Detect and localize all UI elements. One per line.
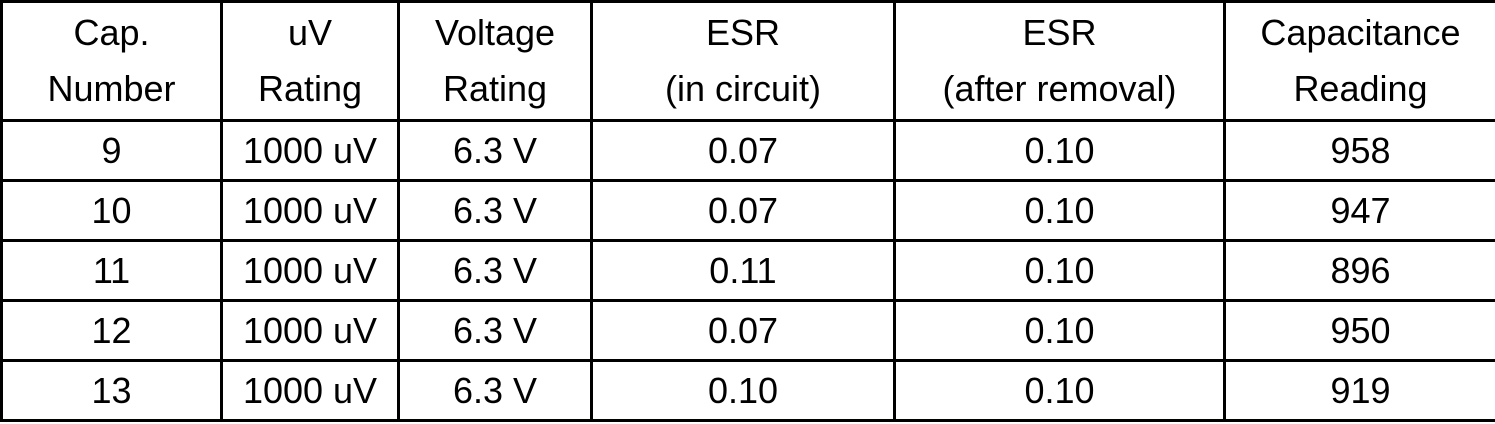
header-cell: Voltage Rating — [397, 0, 593, 122]
header-cell: uV Rating — [220, 0, 400, 122]
table-cell: 6.3 V — [397, 239, 593, 302]
table-row: 11 1000 uV 6.3 V 0.11 0.10 896 — [0, 239, 1495, 302]
table-header: Cap. Number uV Rating Voltage Rating ESR (in ci… — [0, 0, 1495, 122]
table-row: 10 1000 uV 6.3 V 0.07 0.10 947 — [0, 179, 1495, 242]
table-cell: 0.10 — [590, 359, 896, 422]
table-cell: 0.10 — [893, 299, 1226, 362]
table-cell: 13 — [0, 359, 223, 422]
table-cell: 958 — [1223, 119, 1495, 182]
table-cell: 9 — [0, 119, 223, 182]
table-cell: 0.07 — [590, 299, 896, 362]
header-line: (in circuit) — [664, 68, 821, 109]
header-row: Cap. Number uV Rating Voltage Rating ESR (in ci… — [0, 0, 1495, 122]
table-cell: 6.3 V — [397, 359, 593, 422]
header-cell: Capacitance Reading — [1223, 0, 1495, 122]
table-cell: 10 — [0, 179, 223, 242]
header-line: ESR — [705, 12, 781, 53]
table-cell: 0.10 — [893, 179, 1226, 242]
header-line: Reading — [1293, 68, 1428, 109]
header-cell: ESR (after removal) — [893, 0, 1226, 122]
header-line: Number — [47, 68, 176, 109]
table-cell: 1000 uV — [220, 359, 400, 422]
table-cell: 12 — [0, 299, 223, 362]
table-cell: 11 — [0, 239, 223, 302]
header-line: (after removal) — [942, 68, 1177, 109]
table-cell: 1000 uV — [220, 299, 400, 362]
table-cell: 6.3 V — [397, 119, 593, 182]
table-cell: 0.10 — [893, 119, 1226, 182]
header-line: uV — [287, 12, 333, 53]
table-row: 9 1000 uV 6.3 V 0.07 0.10 958 — [0, 119, 1495, 182]
table-cell: 1000 uV — [220, 179, 400, 242]
table-row: 13 1000 uV 6.3 V 0.10 0.10 919 — [0, 359, 1495, 422]
table-cell: 0.10 — [893, 239, 1226, 302]
table-cell: 1000 uV — [220, 119, 400, 182]
header-line: Voltage — [434, 12, 556, 53]
table-cell: 0.07 — [590, 179, 896, 242]
header-cell: Cap. Number — [0, 0, 223, 122]
table-cell: 1000 uV — [220, 239, 400, 302]
header-line: Cap. — [73, 12, 150, 53]
header-cell: ESR (in circuit) — [590, 0, 896, 122]
table-cell: 6.3 V — [397, 179, 593, 242]
table-row: 12 1000 uV 6.3 V 0.07 0.10 950 — [0, 299, 1495, 362]
table-cell: 896 — [1223, 239, 1495, 302]
table-cell: 0.10 — [893, 359, 1226, 422]
table-cell: 950 — [1223, 299, 1495, 362]
table-cell: 0.11 — [590, 239, 896, 302]
table-body: 9 1000 uV 6.3 V 0.07 0.10 958 10 1000 uV 6.3 V 0.… — [0, 119, 1495, 422]
table-cell: 919 — [1223, 359, 1495, 422]
table-cell: 947 — [1223, 179, 1495, 242]
header-line: Capacitance — [1260, 12, 1461, 53]
table-cell: 6.3 V — [397, 299, 593, 362]
header-line: Rating — [442, 68, 548, 109]
header-line: ESR — [1022, 12, 1097, 53]
header-line: Rating — [257, 68, 363, 109]
table-cell: 0.07 — [590, 119, 896, 182]
